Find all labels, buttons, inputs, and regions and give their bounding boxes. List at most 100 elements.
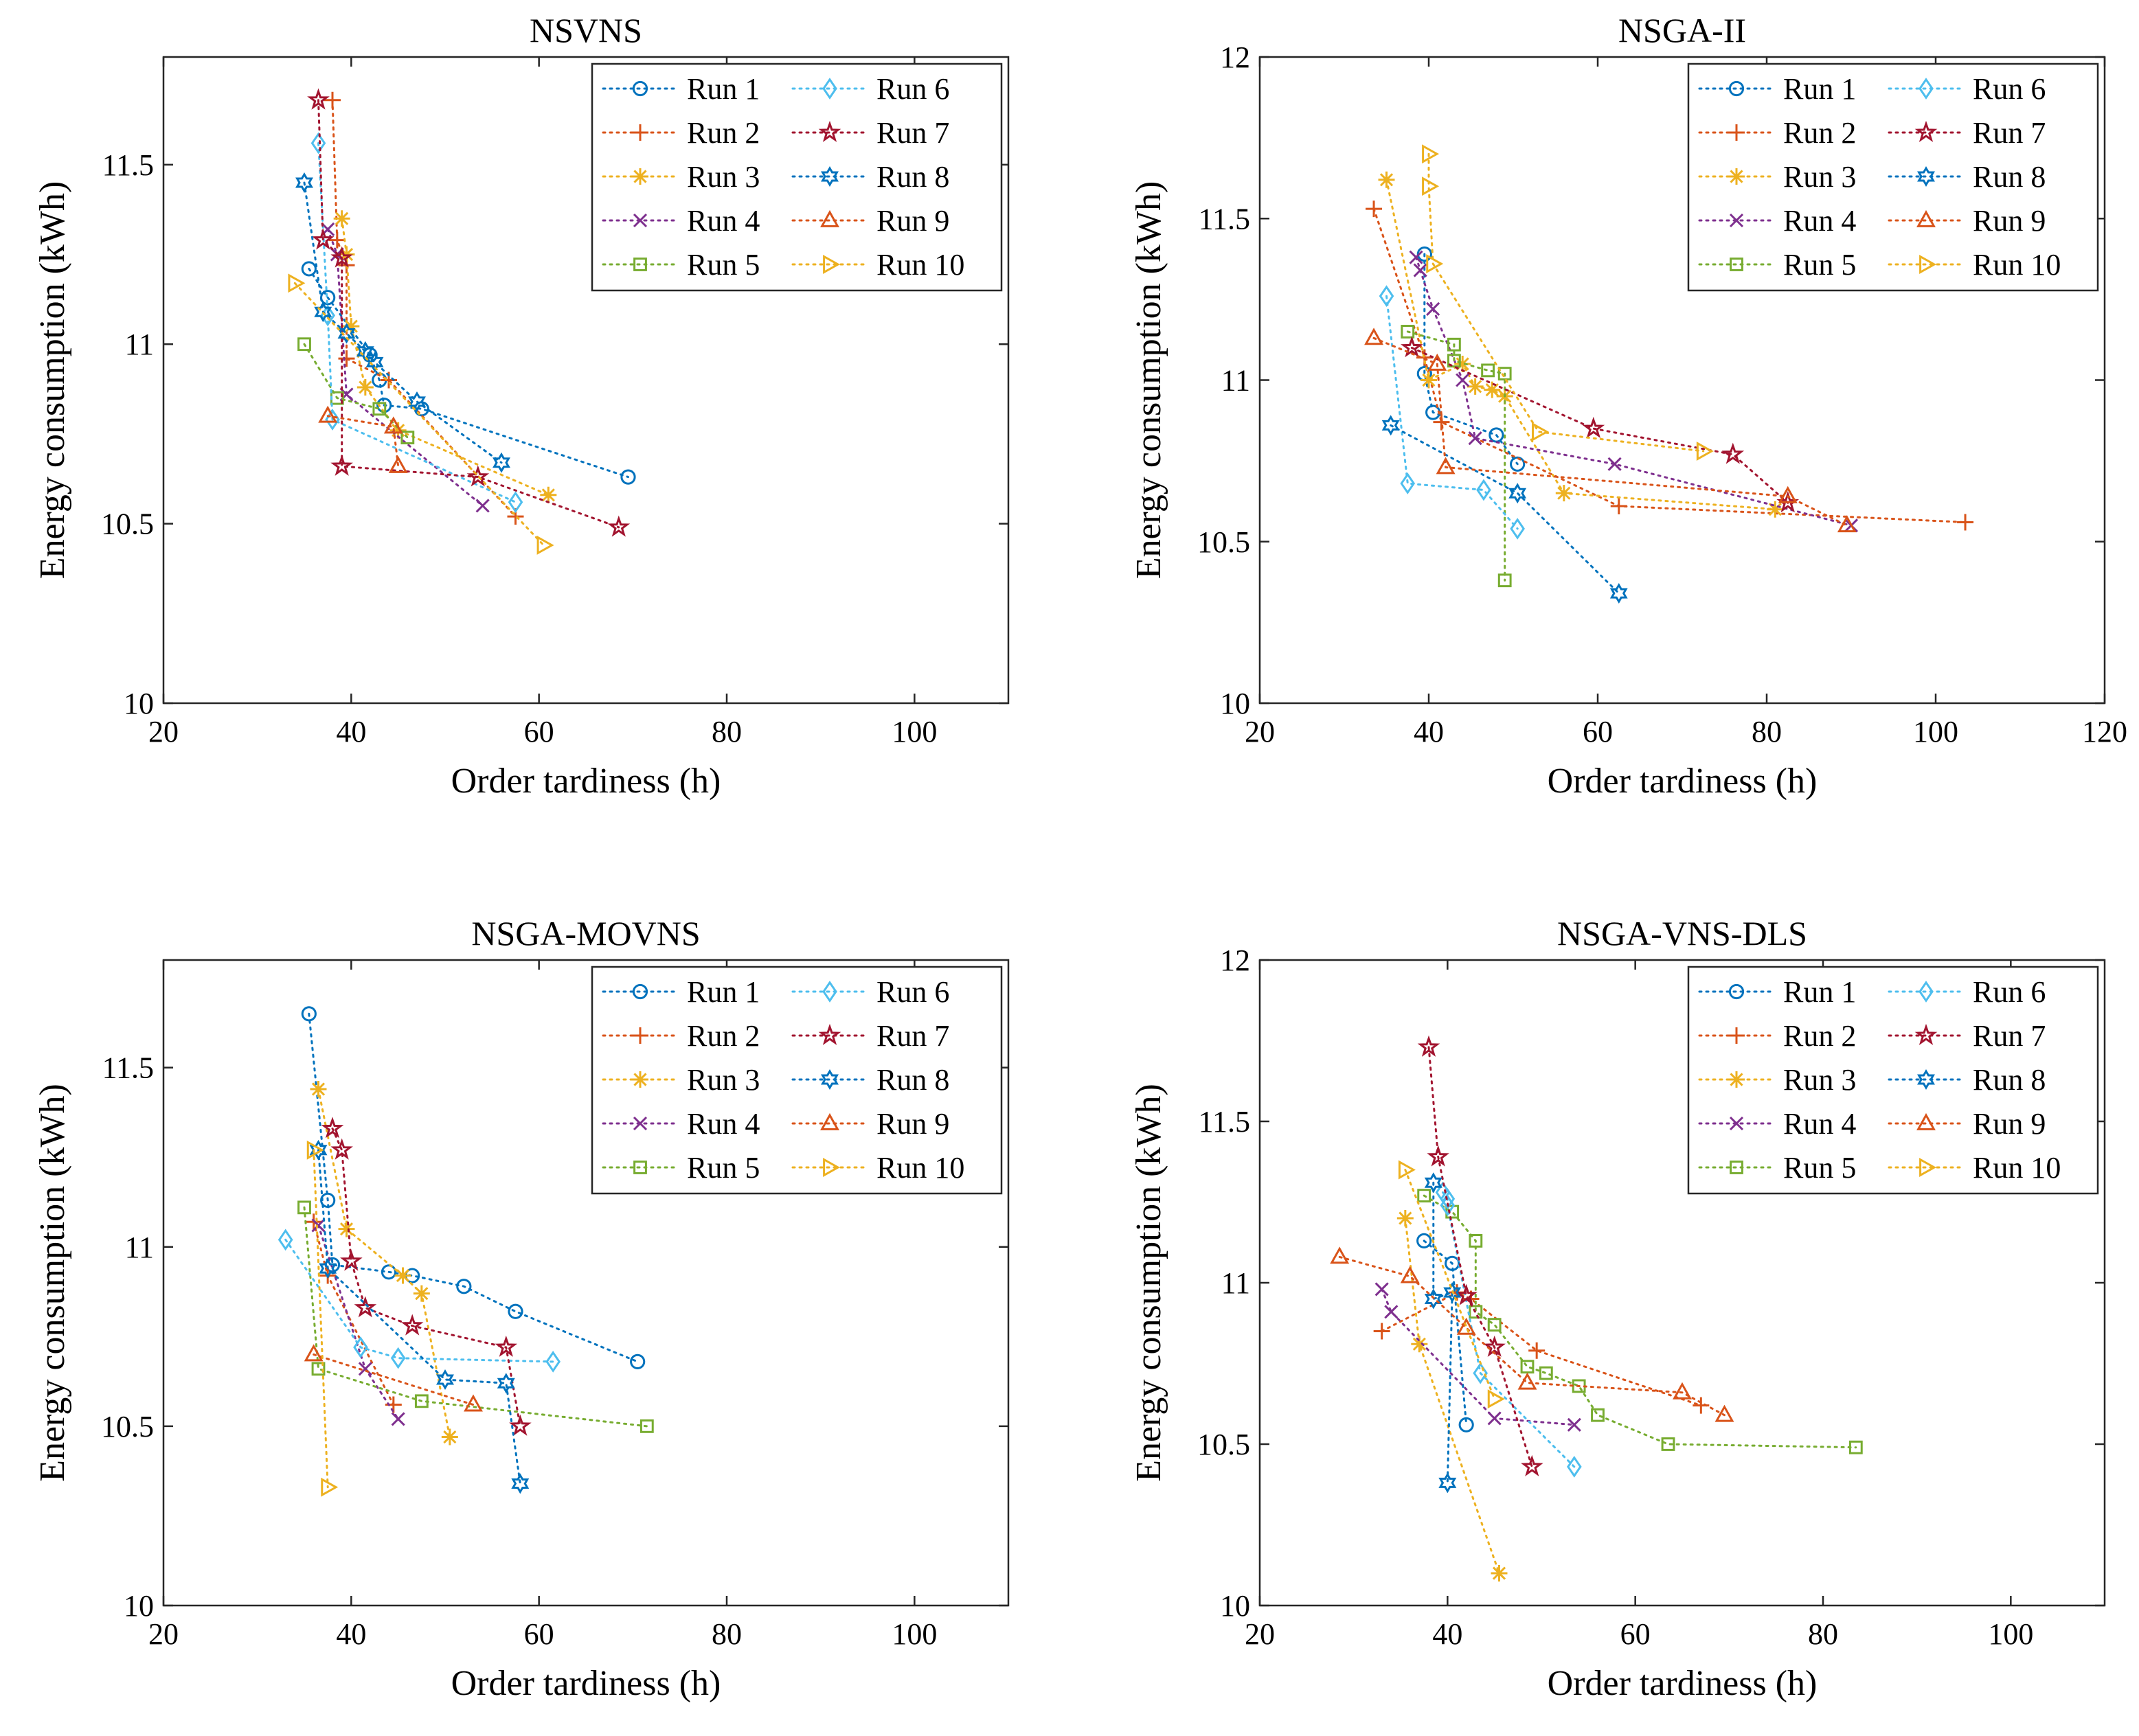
data-point [311,1218,326,1233]
data-point [1411,1336,1428,1353]
y-axis-label: Energy consumption (kWh) [33,1084,72,1482]
y-tick-label: 10.5 [101,1410,154,1443]
series-line [1427,1046,1533,1468]
chart-title: NSVNS [530,11,642,49]
data-point [495,1335,518,1357]
series-line [303,343,409,439]
x-tick-label: 100 [1988,1617,2033,1651]
legend-label: Run 8 [1973,160,2046,194]
data-point [1440,1194,1456,1217]
legend-marker [633,213,648,228]
data-point [1468,431,1482,446]
x-tick-label: 60 [524,715,554,749]
legend-label: Run 1 [1783,975,1856,1009]
legend-marker [632,80,648,97]
x-tick-label: 60 [524,1617,554,1651]
legend-label: Run 7 [876,116,949,150]
data-point [1374,1282,1389,1297]
data-point [1673,1382,1692,1400]
data-point [338,1220,355,1237]
legend-marker [1728,124,1745,141]
data-point [1567,1417,1581,1432]
series-8 [1424,1172,1462,1494]
legend-label: Run 5 [687,248,760,282]
data-point [297,337,311,352]
data-point [400,1314,424,1336]
data-point [509,1414,532,1436]
series-line [1432,1181,1453,1484]
series-8 [309,1139,530,1494]
data-point [1384,1305,1399,1319]
data-point [321,1117,344,1139]
data-point [1510,456,1526,472]
legend-label: Run 6 [1973,72,2046,106]
legend-label: Run 3 [687,160,760,194]
series-5 [1401,325,1512,588]
legend-label: Run 3 [687,1063,760,1097]
data-point [320,1192,336,1208]
y-tick-label: 11.5 [102,148,154,182]
data-point [1582,416,1605,439]
legend-label: Run 7 [1973,116,2046,150]
legend-label: Run 6 [876,72,949,106]
data-point [358,1362,372,1376]
data-point [1438,1472,1457,1494]
data-point [340,1249,363,1271]
data-point [1401,325,1415,339]
data-point [1481,363,1495,378]
data-point [1610,497,1627,514]
series-10 [288,273,554,555]
y-tick-label: 11 [1221,364,1250,398]
data-point [508,1303,523,1319]
x-tick-label: 20 [148,715,179,749]
data-point [1396,1210,1414,1226]
data-point [466,465,490,487]
data-point [1469,1305,1483,1319]
legend-label: Run 1 [687,72,760,106]
data-point [464,1394,483,1412]
data-point [1528,1342,1546,1359]
data-point [1837,515,1857,533]
data-point [1721,442,1745,464]
series-6 [278,1229,561,1373]
data-point [1426,301,1440,317]
series-line [317,99,620,529]
data-point [1661,1437,1675,1451]
y-tick-label: 12 [1220,41,1250,74]
data-point [1422,144,1440,164]
data-point [288,273,306,293]
data-point [1848,1440,1863,1454]
y-axis-label: Energy consumption (kWh) [33,181,72,580]
x-axis-label: Order tardiness (h) [451,1664,721,1703]
series-3 [1396,1210,1508,1581]
legend-label: Run 5 [1783,248,1856,282]
legend-label: Run 10 [1973,1151,2061,1185]
legend-marker [1728,168,1745,185]
legend-marker [1917,1069,1935,1090]
legend-marker [632,1071,648,1088]
legend-marker [1728,983,1745,1000]
data-point [319,1258,337,1279]
data-point [1517,1372,1537,1390]
series-line [284,1238,554,1363]
data-point [1413,263,1427,277]
data-point [620,469,636,485]
data-point [1609,582,1628,604]
data-point [1607,457,1622,471]
y-tick-label: 10.5 [1197,1428,1250,1461]
data-point [1497,367,1512,380]
data-point [1476,479,1491,501]
data-point [1364,328,1384,345]
legend-label: Run 2 [1783,1019,1856,1053]
x-tick-label: 60 [1620,1617,1651,1651]
data-point [1532,422,1549,442]
series-line [1372,336,1848,527]
data-point [1456,373,1470,387]
legend-label: Run 6 [876,975,949,1009]
chart-panel-2: NSGA-II 20 40 60 80 100 120 10 10.5 11 11.5 12 Order… [1129,11,2127,801]
y-tick-label: 11 [125,1231,154,1264]
series-3 [310,1081,458,1446]
series-10 [1398,1160,1505,1409]
data-point [391,1412,405,1426]
series-9 [318,405,408,473]
